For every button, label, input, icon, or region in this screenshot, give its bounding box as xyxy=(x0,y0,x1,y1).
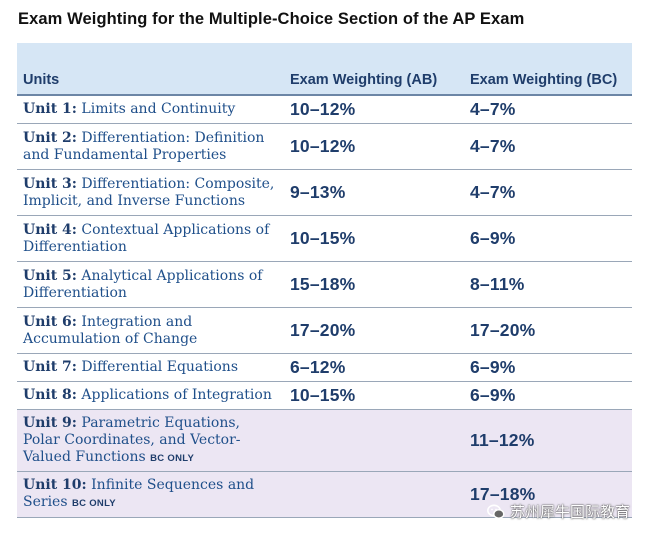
table-row: Unit 1: Limits and Continuity 10–12% 4–7… xyxy=(17,95,632,124)
table-row: Unit 8: Applications of Integration 10–1… xyxy=(17,381,632,410)
watermark-text: 苏州犀牛国际教育 xyxy=(509,503,630,521)
bc-weighting: 6–9% xyxy=(464,215,632,262)
table-row: Unit 2: Differentiation: Definition and … xyxy=(17,123,632,170)
ab-weighting xyxy=(284,471,464,518)
watermark: 苏州犀牛国际教育 xyxy=(486,501,630,522)
table-row: Unit 9: Parametric Equations, Polar Coor… xyxy=(17,409,632,472)
unit-cell: Unit 8: Applications of Integration xyxy=(17,381,284,410)
unit-name: Differentiation: Definition and Fundamen… xyxy=(23,129,265,163)
unit-number: Unit 10: xyxy=(23,477,87,493)
unit-cell: Unit 2: Differentiation: Definition and … xyxy=(17,123,284,170)
unit-number: Unit 6: xyxy=(23,313,77,330)
unit-cell: Unit 1: Limits and Continuity xyxy=(17,95,284,124)
unit-cell: Unit 6: Integration and Accumulation of … xyxy=(17,307,284,354)
wechat-icon xyxy=(486,504,505,520)
unit-name: Analytical Applications of Differentiati… xyxy=(23,267,263,301)
ab-weighting: 9–13% xyxy=(284,169,464,216)
unit-name: Differential Equations xyxy=(81,359,239,375)
bc-only-tag: BC ONLY xyxy=(71,498,116,509)
exam-weighting-table: Units Exam Weighting (AB) Exam Weighting… xyxy=(17,43,632,518)
unit-name: Parametric Equations, Polar Coordinates,… xyxy=(23,414,241,465)
ab-weighting: 10–12% xyxy=(284,123,464,170)
unit-number: Unit 1: xyxy=(23,101,77,117)
unit-cell: Unit 3: Differentiation: Composite, Impl… xyxy=(17,169,284,216)
unit-cell: Unit 4: Contextual Applications of Diffe… xyxy=(17,215,284,262)
table-row: Unit 5: Analytical Applications of Diffe… xyxy=(17,261,632,308)
unit-cell: Unit 9: Parametric Equations, Polar Coor… xyxy=(17,409,284,472)
unit-name: Differentiation: Composite, Implicit, an… xyxy=(23,175,275,209)
header-units: Units xyxy=(17,43,284,96)
bc-weighting: 17–20% xyxy=(464,307,632,354)
unit-number: Unit 9: xyxy=(23,414,77,431)
unit-name: Applications of Integration xyxy=(81,387,272,403)
table-row: Unit 6: Integration and Accumulation of … xyxy=(17,307,632,354)
ab-weighting: 10–15% xyxy=(284,215,464,262)
unit-number: Unit 3: xyxy=(23,175,77,192)
header-ab-weighting: Exam Weighting (AB) xyxy=(284,43,464,96)
unit-number: Unit 8: xyxy=(23,387,77,403)
unit-name: Infinite Sequences and Series xyxy=(23,477,255,510)
bc-weighting: 4–7% xyxy=(464,95,632,124)
unit-name: Limits and Continuity xyxy=(81,101,236,117)
unit-cell: Unit 5: Analytical Applications of Diffe… xyxy=(17,261,284,308)
bc-weighting: 6–9% xyxy=(464,381,632,410)
ab-weighting: 15–18% xyxy=(284,261,464,308)
ab-weighting xyxy=(284,409,464,472)
ab-weighting: 10–12% xyxy=(284,95,464,124)
table-row: Unit 3: Differentiation: Composite, Impl… xyxy=(17,169,632,216)
header-bc-weighting: Exam Weighting (BC) xyxy=(464,43,632,96)
unit-number: Unit 5: xyxy=(23,267,77,284)
table-header-row: Units Exam Weighting (AB) Exam Weighting… xyxy=(17,43,632,96)
unit-name: Contextual Applications of Differentiati… xyxy=(23,221,270,255)
bc-weighting: 17–18% xyxy=(464,471,632,518)
ab-weighting: 6–12% xyxy=(284,353,464,382)
unit-name: Integration and Accumulation of Change xyxy=(23,313,198,347)
unit-cell: Unit 7: Differential Equations xyxy=(17,353,284,382)
table-row: Unit 10: Infinite Sequences and Series B… xyxy=(17,471,632,518)
unit-number: Unit 2: xyxy=(23,129,77,146)
bc-weighting: 8–11% xyxy=(464,261,632,308)
unit-number: Unit 7: xyxy=(23,359,77,375)
table-row: Unit 7: Differential Equations 6–12% 6–9… xyxy=(17,353,632,382)
table-row: Unit 4: Contextual Applications of Diffe… xyxy=(17,215,632,262)
bc-only-tag: BC ONLY xyxy=(150,452,195,464)
bc-weighting: 11–12% xyxy=(464,409,632,472)
page-title: Exam Weighting for the Multiple-Choice S… xyxy=(18,10,525,28)
bc-weighting: 4–7% xyxy=(464,123,632,170)
bc-weighting: 4–7% xyxy=(464,169,632,216)
bc-weighting: 6–9% xyxy=(464,353,632,382)
unit-cell: Unit 10: Infinite Sequences and Series B… xyxy=(17,471,284,518)
unit-number: Unit 4: xyxy=(23,221,77,238)
ab-weighting: 10–15% xyxy=(284,381,464,410)
ab-weighting: 17–20% xyxy=(284,307,464,354)
